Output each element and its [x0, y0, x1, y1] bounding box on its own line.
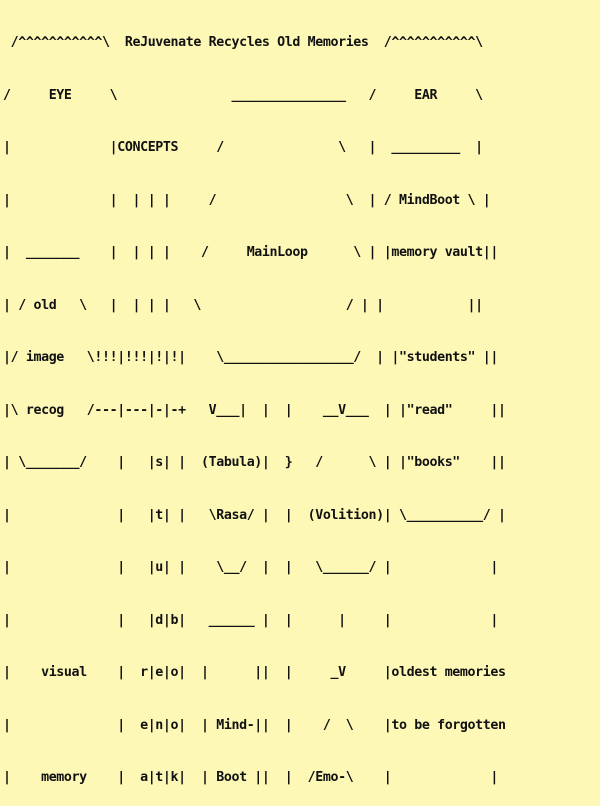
image-line: |/ image \!!!|!!!|!|!| \________________… [3, 350, 499, 365]
mindboot-vault-top-line: | | | | | / \ | / MindBoot \ | [3, 192, 491, 208]
visual-line: | visual | r|e|o| | || | _V |oldest memo… [3, 665, 506, 680]
tabula-line: | \_______/ | |s| | (Tabula)| } / \ | |"… [3, 455, 506, 470]
mindboot-box-bottom-line: | | |u| | \__/ | | \______/ | | [3, 560, 499, 575]
concepts-line: | |CONCEPTS / \ | _________ | [3, 140, 483, 155]
title-line: /^^^^^^^^^^^\ ReJuvenate Recycles Old Me… [3, 35, 484, 50]
memory-line: | memory | a|t|k| | Boot || | /Emo-\ | | [3, 770, 499, 785]
eye-ear-header-line: / EYE \ _______________ / EAR \ [3, 87, 483, 103]
mind-boot-top-line: | | |d|b| ______ | | | | | [3, 612, 499, 628]
rasa-volition-line: | | |t| | \Rasa/ | | (Volition)| \______… [3, 507, 506, 523]
ascii-art-block: /^^^^^^^^^^^\ ReJuvenate Recycles Old Me… [3, 0, 521, 806]
recog-line: |\ recog /---|---|-|-+ V___| | | __V___ … [3, 402, 506, 418]
old-image-line: | / old \ | | | | \ / | | || [3, 297, 483, 313]
mainloop-line: | _______ | | | | / MainLoop \ | |memory… [3, 245, 499, 260]
forgotten-line: | | e|n|o| | Mind-|| | / \ |to be forgot… [3, 717, 506, 733]
rejuvenate-ascii-diagram: /^^^^^^^^^^^\ ReJuvenate Recycles Old Me… [3, 35, 507, 785]
